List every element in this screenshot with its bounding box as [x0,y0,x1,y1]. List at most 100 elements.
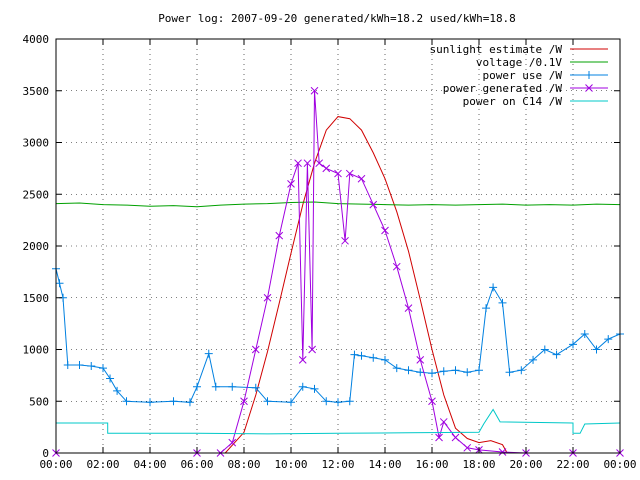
legend-marker [585,71,593,79]
data-point [357,351,366,360]
data-point [334,169,342,178]
data-point [505,368,514,377]
data-point [240,397,248,406]
data-point [122,397,131,406]
data-point [298,355,307,364]
data-point [287,180,295,188]
series-1 [55,201,621,208]
y-tick-label: 4000 [23,33,50,46]
data-point [416,355,425,364]
series-line [224,116,508,454]
data-point [404,366,413,375]
y-tick-label: 2000 [23,240,50,253]
data-point [569,340,577,349]
data-point [451,433,460,442]
tick-labels: 00:00 02:00 04:00 06:00 08:00 10:00 12:00 14:00… [23,33,637,471]
series-2 [52,264,624,407]
y-tick-label: 1500 [23,292,50,305]
data-point [87,362,96,371]
data-point [369,200,378,209]
y-tick-label: 500 [29,395,49,408]
data-point [55,279,64,288]
data-point [428,397,436,406]
series-group [52,86,624,457]
x-tick-label: 10:00 [274,458,307,471]
series-3 [52,86,624,457]
series-0 [224,116,508,454]
data-point [169,397,178,406]
data-point [251,345,260,354]
data-point [529,355,538,364]
data-point [552,350,561,359]
x-tick-label: 12:00 [321,458,354,471]
legend-label: voltage /0.1V [476,56,562,69]
legend-label: power on C14 /W [463,95,563,108]
data-point [498,448,507,456]
data-point [463,368,472,377]
x-tick-label: 14:00 [368,458,401,471]
data-point [439,418,448,426]
data-point [489,283,498,292]
data-point [315,159,324,168]
axes [55,38,621,454]
data-point [369,353,378,362]
data-point [322,164,331,173]
data-point [113,386,122,395]
y-tick-label: 3500 [23,85,50,98]
data-point [322,397,331,406]
y-tick-label: 2500 [23,188,50,201]
x-tick-label: 20:00 [509,458,542,471]
data-point [287,398,295,407]
data-point [263,397,272,406]
chart-title: Power log: 2007-09-20 generated/kWh=18.2… [158,12,516,25]
legend-label: sunlight estimate /W [430,43,563,56]
y-tick-label: 3000 [23,137,50,150]
legend-label: power generated /W [443,82,563,95]
data-point [435,433,443,442]
data-point [303,159,312,168]
data-point [416,368,425,377]
data-point [193,382,201,391]
grid-lines [56,39,620,453]
data-point [475,366,483,375]
data-point [345,397,354,406]
data-point [294,159,302,168]
x-tick-label: 00:00 [39,458,72,471]
series-4 [56,408,621,435]
data-point [592,345,601,354]
x-tick-label: 18:00 [462,458,495,471]
data-point [517,366,526,375]
data-point [404,304,413,312]
x-tick-label: 02:00 [86,458,119,471]
data-point [251,383,260,392]
data-point [204,349,213,358]
data-point [310,86,319,95]
data-point [63,361,72,370]
x-tick-label: 06:00 [180,458,213,471]
data-point [381,355,389,364]
x-tick-label: 00:00 [603,458,636,471]
x-tick-label: 04:00 [133,458,166,471]
data-point [451,366,460,375]
data-point [75,361,84,370]
y-tick-label: 0 [42,447,49,460]
data-point [498,298,507,307]
data-point [185,398,194,407]
legend-label: power use /W [483,69,563,82]
data-point [211,382,220,391]
data-point [334,398,342,407]
series-line [55,201,621,208]
data-point [146,398,154,407]
data-point [298,382,307,391]
x-tick-label: 22:00 [556,458,589,471]
y-tick-label: 1000 [23,344,50,357]
data-point [106,374,115,383]
data-point [381,226,389,235]
data-point [580,329,589,338]
data-point [228,382,237,391]
data-point [392,364,401,373]
legend-marker [585,84,593,92]
data-point [357,174,366,183]
